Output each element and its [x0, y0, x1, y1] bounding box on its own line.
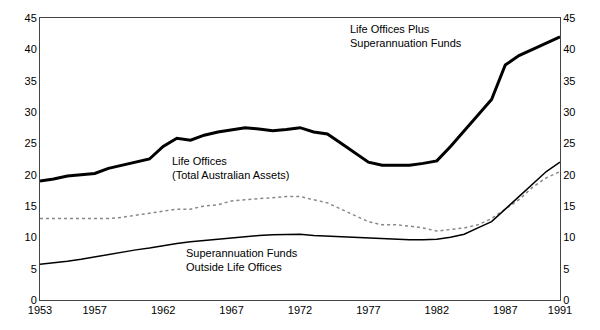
svg-text:1953: 1953 — [28, 304, 52, 316]
svg-text:35: 35 — [563, 75, 575, 87]
svg-text:1972: 1972 — [288, 304, 312, 316]
svg-text:1982: 1982 — [425, 304, 449, 316]
svg-text:1957: 1957 — [82, 304, 106, 316]
svg-text:1962: 1962 — [151, 304, 175, 316]
svg-text:Life Offices PlusSuperannuatio: Life Offices PlusSuperannuation Funds — [350, 23, 462, 49]
svg-text:15: 15 — [563, 200, 575, 212]
svg-text:1967: 1967 — [219, 304, 243, 316]
svg-text:45: 45 — [563, 12, 575, 24]
svg-text:10: 10 — [25, 231, 37, 243]
svg-text:1991: 1991 — [548, 304, 572, 316]
svg-text:15: 15 — [25, 200, 37, 212]
svg-text:40: 40 — [563, 43, 575, 55]
svg-text:1987: 1987 — [493, 304, 517, 316]
svg-text:Superannuation FundsOutside Li: Superannuation FundsOutside Life Offices — [186, 247, 298, 273]
svg-text:0: 0 — [563, 294, 569, 306]
svg-text:5: 5 — [31, 263, 37, 275]
svg-text:20: 20 — [25, 169, 37, 181]
svg-text:25: 25 — [25, 137, 37, 149]
svg-text:25: 25 — [563, 137, 575, 149]
svg-text:30: 30 — [563, 106, 575, 118]
svg-text:35: 35 — [25, 75, 37, 87]
svg-text:1977: 1977 — [356, 304, 380, 316]
svg-text:10: 10 — [563, 231, 575, 243]
svg-text:40: 40 — [25, 43, 37, 55]
svg-text:20: 20 — [563, 169, 575, 181]
svg-text:45: 45 — [25, 12, 37, 24]
svg-text:30: 30 — [25, 106, 37, 118]
svg-text:Life Offices(Total Australian: Life Offices(Total Australian Assets) — [172, 155, 289, 181]
svg-text:5: 5 — [563, 263, 569, 275]
svg-text:0: 0 — [31, 294, 37, 306]
